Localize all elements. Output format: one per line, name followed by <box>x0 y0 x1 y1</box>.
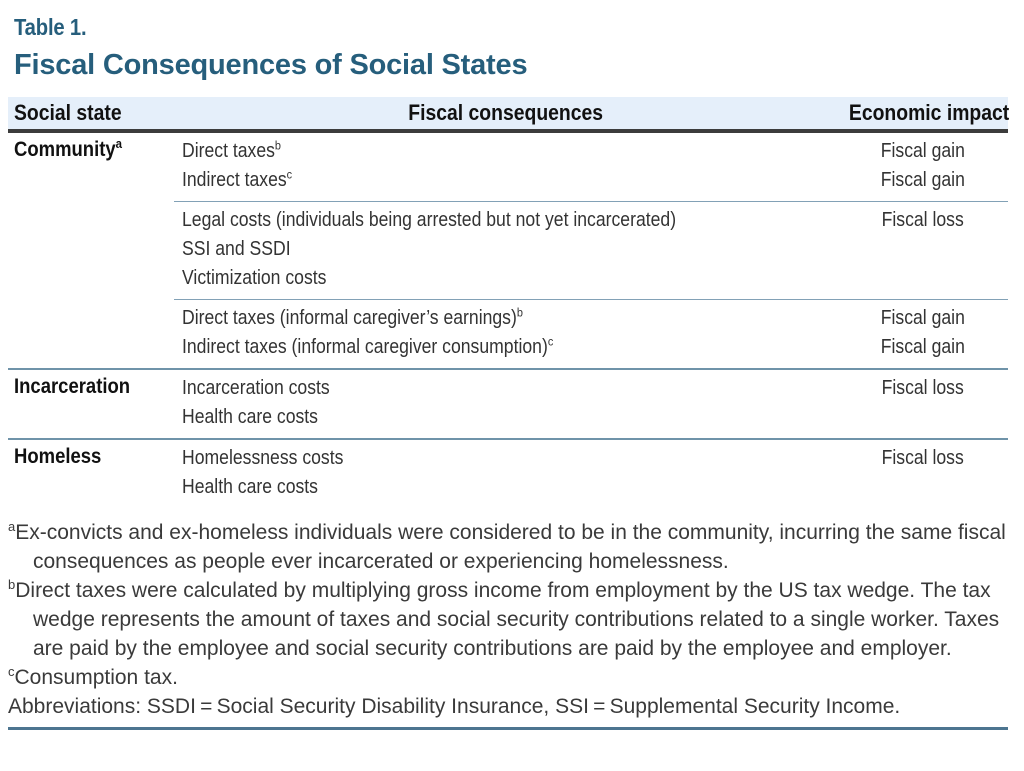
consequence-subrow: Legal costs (individuals being arrested … <box>174 202 1008 300</box>
consequence-line: Indirect taxesc Fiscal gain <box>174 166 1008 195</box>
consequence-text: Victimization costs <box>174 267 838 290</box>
consequence-text-span: Direct taxesb <box>182 138 281 162</box>
economic-impact-value: Fiscal gain <box>838 336 1008 359</box>
consequence-subrow: Direct taxesb Fiscal gain Indirect taxesc F… <box>174 133 1008 202</box>
consequence-text-span: Health care costs <box>182 476 318 498</box>
table-group-row: Homeless Homelessness costs Fiscal loss Hea… <box>8 440 1008 508</box>
footnote-marker: c <box>8 664 15 679</box>
table-group-row: Incarceration Incarceration costs Fiscal l… <box>8 370 1008 440</box>
economic-impact-text: Fiscal gain <box>880 336 966 358</box>
economic-impact-value: Fiscal loss <box>838 209 1008 232</box>
footnote-text: Consumption tax. <box>14 666 178 689</box>
economic-impact-value: Fiscal loss <box>838 447 1008 470</box>
consequence-text: Direct taxesb <box>174 138 838 163</box>
column-header-fiscal-consequences: Fiscal consequences <box>174 100 838 126</box>
consequence-text: Incarceration costs <box>174 377 838 400</box>
social-state-cell: Homeless <box>8 440 174 508</box>
social-state-cell: Incarceration <box>8 370 174 438</box>
footnote-b: bDirect taxes were calculated by multipl… <box>8 576 1008 663</box>
consequence-text-span: Health care costs <box>182 406 318 428</box>
economic-impact-value: Fiscal gain <box>838 307 1008 330</box>
table-title: Fiscal Consequences of Social States <box>14 49 528 81</box>
consequence-text-span: Homelessness costs <box>182 447 344 469</box>
consequence-text: SSI and SSDI <box>174 238 838 261</box>
consequence-subrow: Incarceration costs Fiscal loss Health car… <box>174 370 1008 438</box>
economic-impact-text: Fiscal loss <box>881 447 965 469</box>
column-header-economic-impact: Economic impact <box>838 100 1010 126</box>
social-state-label: Communitya <box>14 136 123 161</box>
consequence-text-span: Incarceration costs <box>182 377 330 399</box>
column-header-text: Fiscal consequences <box>408 100 604 125</box>
consequence-text: Direct taxes (informal caregiver’s earni… <box>174 305 838 330</box>
consequence-subrows: Direct taxesb Fiscal gain Indirect taxesc F… <box>174 133 1008 368</box>
footnote-a: aEx-convicts and ex-homeless individuals… <box>8 518 1008 576</box>
consequence-text-span: Indirect taxes (informal caregiver consu… <box>182 334 554 358</box>
consequence-subrow: Homelessness costs Fiscal loss Health care… <box>174 440 1008 508</box>
consequence-line: Health care costs <box>174 403 1008 432</box>
economic-impact-value: Fiscal gain <box>838 169 1008 192</box>
footnote-marker: a <box>8 519 16 534</box>
consequence-subrows: Incarceration costs Fiscal loss Health car… <box>174 370 1008 438</box>
column-header-text: Economic impact <box>848 100 1010 125</box>
footnote-marker: b <box>8 577 16 592</box>
economic-impact-text: Fiscal loss <box>881 209 965 231</box>
footnote-marker: c <box>286 167 293 182</box>
consequence-line: SSI and SSDI <box>174 235 1008 264</box>
social-state-cell: Communitya <box>8 133 174 368</box>
footnote-marker: c <box>547 334 554 349</box>
consequence-text-span: SSI and SSDI <box>182 238 291 260</box>
column-header-text: Social state <box>14 100 122 125</box>
economic-impact-text: Fiscal gain <box>880 307 966 329</box>
table-footnotes: aEx-convicts and ex-homeless individuals… <box>8 518 1008 721</box>
economic-impact-text: Fiscal gain <box>880 169 966 191</box>
consequence-text-span: Indirect taxesc <box>182 167 293 191</box>
footnote-c: cConsumption tax. <box>8 663 1008 692</box>
consequence-line: Legal costs (individuals being arrested … <box>174 206 1008 235</box>
table-header-row: Social state Fiscal consequences Economi… <box>8 97 1010 133</box>
consequence-line: Health care costs <box>174 473 1008 502</box>
footnote-marker: a <box>115 136 123 151</box>
economic-impact-value: Fiscal loss <box>838 377 1008 400</box>
consequence-text: Health care costs <box>174 476 838 499</box>
economic-impact-value: Fiscal gain <box>838 140 1008 163</box>
column-header-social-state: Social state <box>8 100 174 126</box>
consequence-line: Incarceration costs Fiscal loss <box>174 374 1008 403</box>
table-number-label: Table 1. <box>14 14 1008 41</box>
table-number-text: Table 1. <box>14 14 87 40</box>
economic-impact-text: Fiscal loss <box>881 377 965 399</box>
footnote-abbreviations: Abbreviations: SSDI = Social Security Di… <box>8 692 1008 721</box>
consequence-text-span: Direct taxes (informal caregiver’s earni… <box>182 305 523 329</box>
bottom-rule <box>8 727 1008 730</box>
footnote-text: Abbreviations: SSDI = Social Security Di… <box>8 695 901 718</box>
consequence-line: Direct taxes (informal caregiver’s earni… <box>174 304 1008 333</box>
consequence-line: Homelessness costs Fiscal loss <box>174 444 1008 473</box>
footnote-text: Direct taxes were calculated by multiply… <box>15 579 1000 660</box>
consequence-line: Indirect taxes (informal caregiver consu… <box>174 333 1008 362</box>
social-state-label: Homeless <box>14 445 102 468</box>
social-state-label: Incarceration <box>14 375 131 398</box>
table-body: Communitya Direct taxesb Fiscal gain Indire… <box>8 133 1008 508</box>
table-group-row: Communitya Direct taxesb Fiscal gain Indire… <box>8 133 1008 370</box>
consequence-line: Victimization costs <box>174 264 1008 293</box>
consequence-text-span: Victimization costs <box>182 267 327 289</box>
footnote-marker: b <box>516 305 523 320</box>
consequence-text: Indirect taxes (informal caregiver consu… <box>174 334 838 359</box>
consequence-text: Health care costs <box>174 406 838 429</box>
consequence-subrow: Direct taxes (informal caregiver’s earni… <box>174 300 1008 368</box>
footnote-marker: b <box>274 138 281 153</box>
consequence-text: Legal costs (individuals being arrested … <box>174 209 838 232</box>
consequence-text: Homelessness costs <box>174 447 838 470</box>
economic-impact-text: Fiscal gain <box>880 140 966 162</box>
table-figure: Table 1. Fiscal Consequences of Social S… <box>8 14 1010 730</box>
consequence-text: Indirect taxesc <box>174 167 838 192</box>
consequence-text-span: Legal costs (individuals being arrested … <box>182 209 677 231</box>
consequence-subrows: Homelessness costs Fiscal loss Health care… <box>174 440 1008 508</box>
consequence-line: Direct taxesb Fiscal gain <box>174 137 1008 166</box>
footnote-text: Ex-convicts and ex-homeless individuals … <box>15 521 1006 573</box>
